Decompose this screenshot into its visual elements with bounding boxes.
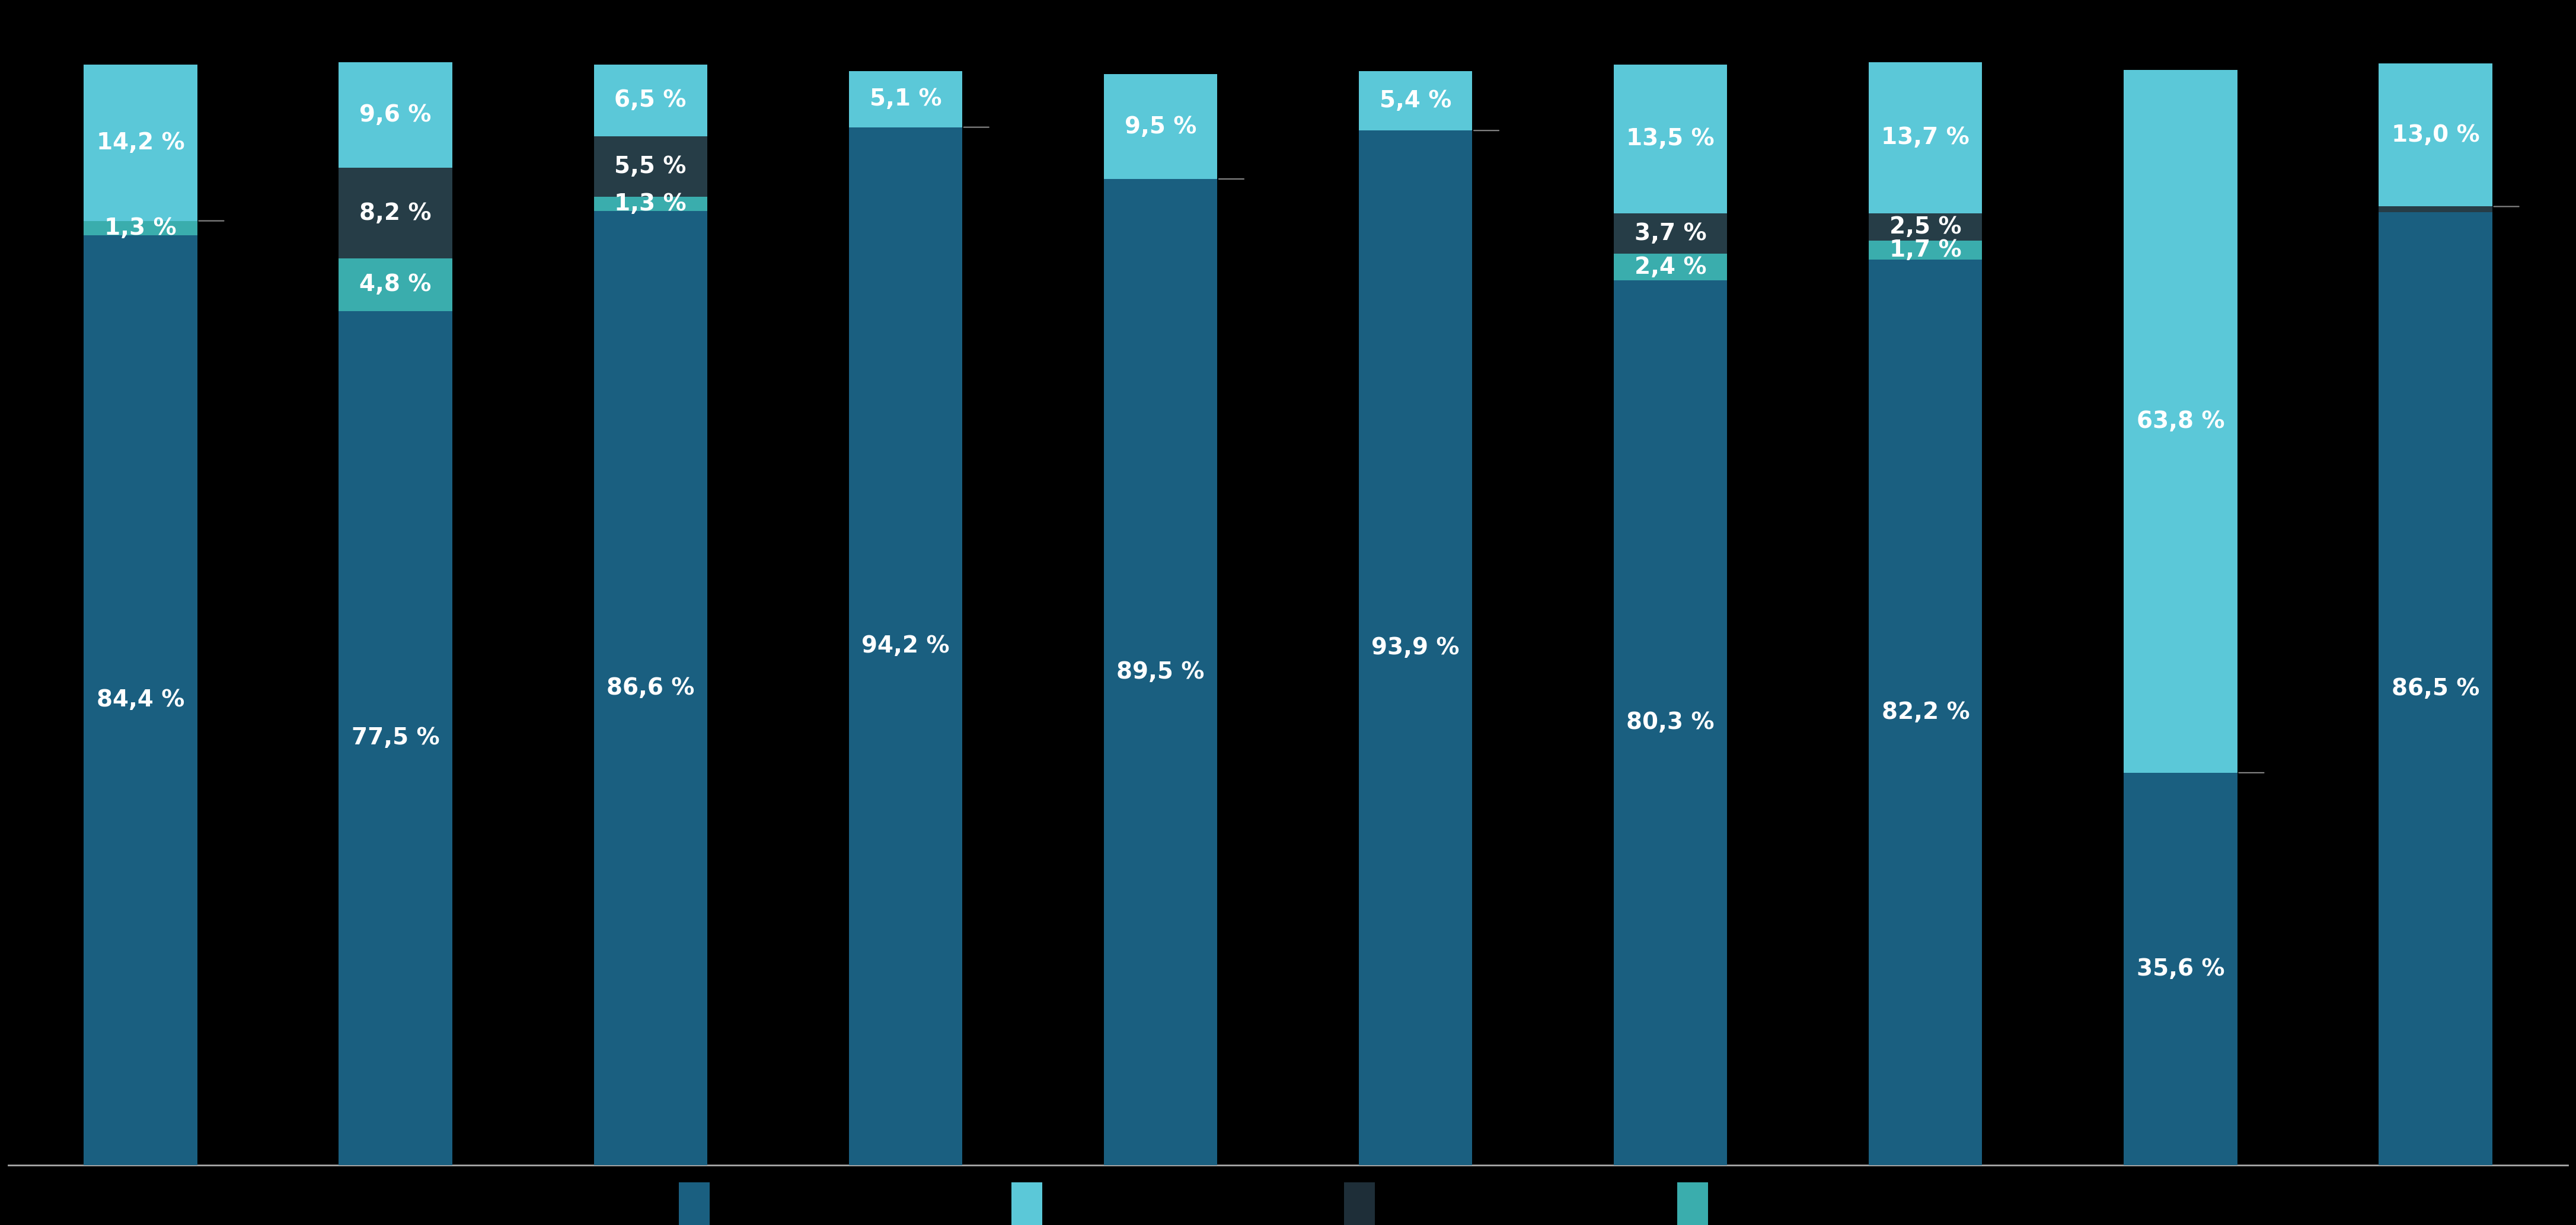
Bar [2378, 212, 2491, 1165]
Bar [595, 136, 708, 196]
Bar [1012, 1182, 1043, 1225]
Bar [1345, 1182, 1376, 1225]
Bar [2123, 70, 2236, 773]
Text: 77,5 %: 77,5 % [350, 726, 440, 750]
Text: 84,4 %: 84,4 % [95, 688, 185, 712]
Text: 9,5 %: 9,5 % [1126, 115, 1195, 138]
Text: 80,3 %: 80,3 % [1625, 712, 1716, 734]
Bar [1868, 213, 1981, 240]
Text: 1,3 %: 1,3 % [106, 217, 178, 239]
Text: 6,5 %: 6,5 % [616, 89, 685, 111]
Text: 5,1 %: 5,1 % [871, 88, 940, 110]
Text: 13,5 %: 13,5 % [1625, 127, 1716, 149]
Bar [1358, 131, 1471, 1165]
Text: 89,5 %: 89,5 % [1115, 660, 1206, 684]
Text: 4,8 %: 4,8 % [361, 273, 430, 296]
Text: 13,7 %: 13,7 % [1880, 126, 1971, 149]
Bar [1868, 62, 1981, 213]
Text: 86,5 %: 86,5 % [2391, 677, 2481, 699]
Bar [1613, 213, 1726, 254]
Bar [1677, 1182, 1708, 1225]
Bar [1868, 240, 1981, 260]
Bar [340, 258, 453, 311]
Bar [340, 62, 453, 168]
Bar [340, 311, 453, 1165]
Bar [1105, 179, 1218, 1165]
Bar [2378, 64, 2491, 207]
Text: 9,6 %: 9,6 % [361, 104, 430, 126]
Bar [85, 235, 198, 1165]
Bar [595, 211, 708, 1165]
Text: 1,7 %: 1,7 % [1888, 239, 1960, 261]
Text: 3,7 %: 3,7 % [1633, 222, 1705, 245]
Text: 35,6 %: 35,6 % [2136, 958, 2226, 980]
Text: 8,2 %: 8,2 % [361, 202, 433, 224]
Text: 1,3 %: 1,3 % [616, 192, 688, 216]
Bar [850, 127, 963, 1165]
Text: 82,2 %: 82,2 % [1880, 701, 1971, 724]
Bar [85, 65, 198, 220]
Text: 2,4 %: 2,4 % [1636, 256, 1705, 278]
Bar [595, 196, 708, 211]
Bar [2378, 207, 2491, 212]
Bar [1613, 65, 1726, 213]
Bar [85, 220, 198, 235]
Bar [2123, 773, 2236, 1165]
Bar [1613, 281, 1726, 1165]
Bar [1868, 260, 1981, 1165]
Bar [1105, 75, 1218, 179]
Text: 2,5 %: 2,5 % [1891, 216, 1960, 238]
Text: 93,9 %: 93,9 % [1370, 637, 1461, 659]
Text: 94,2 %: 94,2 % [860, 635, 951, 658]
Text: 63,8 %: 63,8 % [2136, 410, 2226, 432]
Text: 14,2 %: 14,2 % [95, 131, 185, 154]
Bar [680, 1182, 708, 1225]
Bar [340, 168, 453, 258]
Text: 5,5 %: 5,5 % [616, 156, 685, 178]
Bar [1613, 254, 1726, 281]
Bar [1358, 71, 1471, 131]
Text: 86,6 %: 86,6 % [605, 676, 696, 699]
Bar [595, 65, 708, 136]
Text: 13,0 %: 13,0 % [2391, 124, 2481, 146]
Bar [850, 71, 963, 127]
Text: 5,4 %: 5,4 % [1381, 89, 1450, 111]
